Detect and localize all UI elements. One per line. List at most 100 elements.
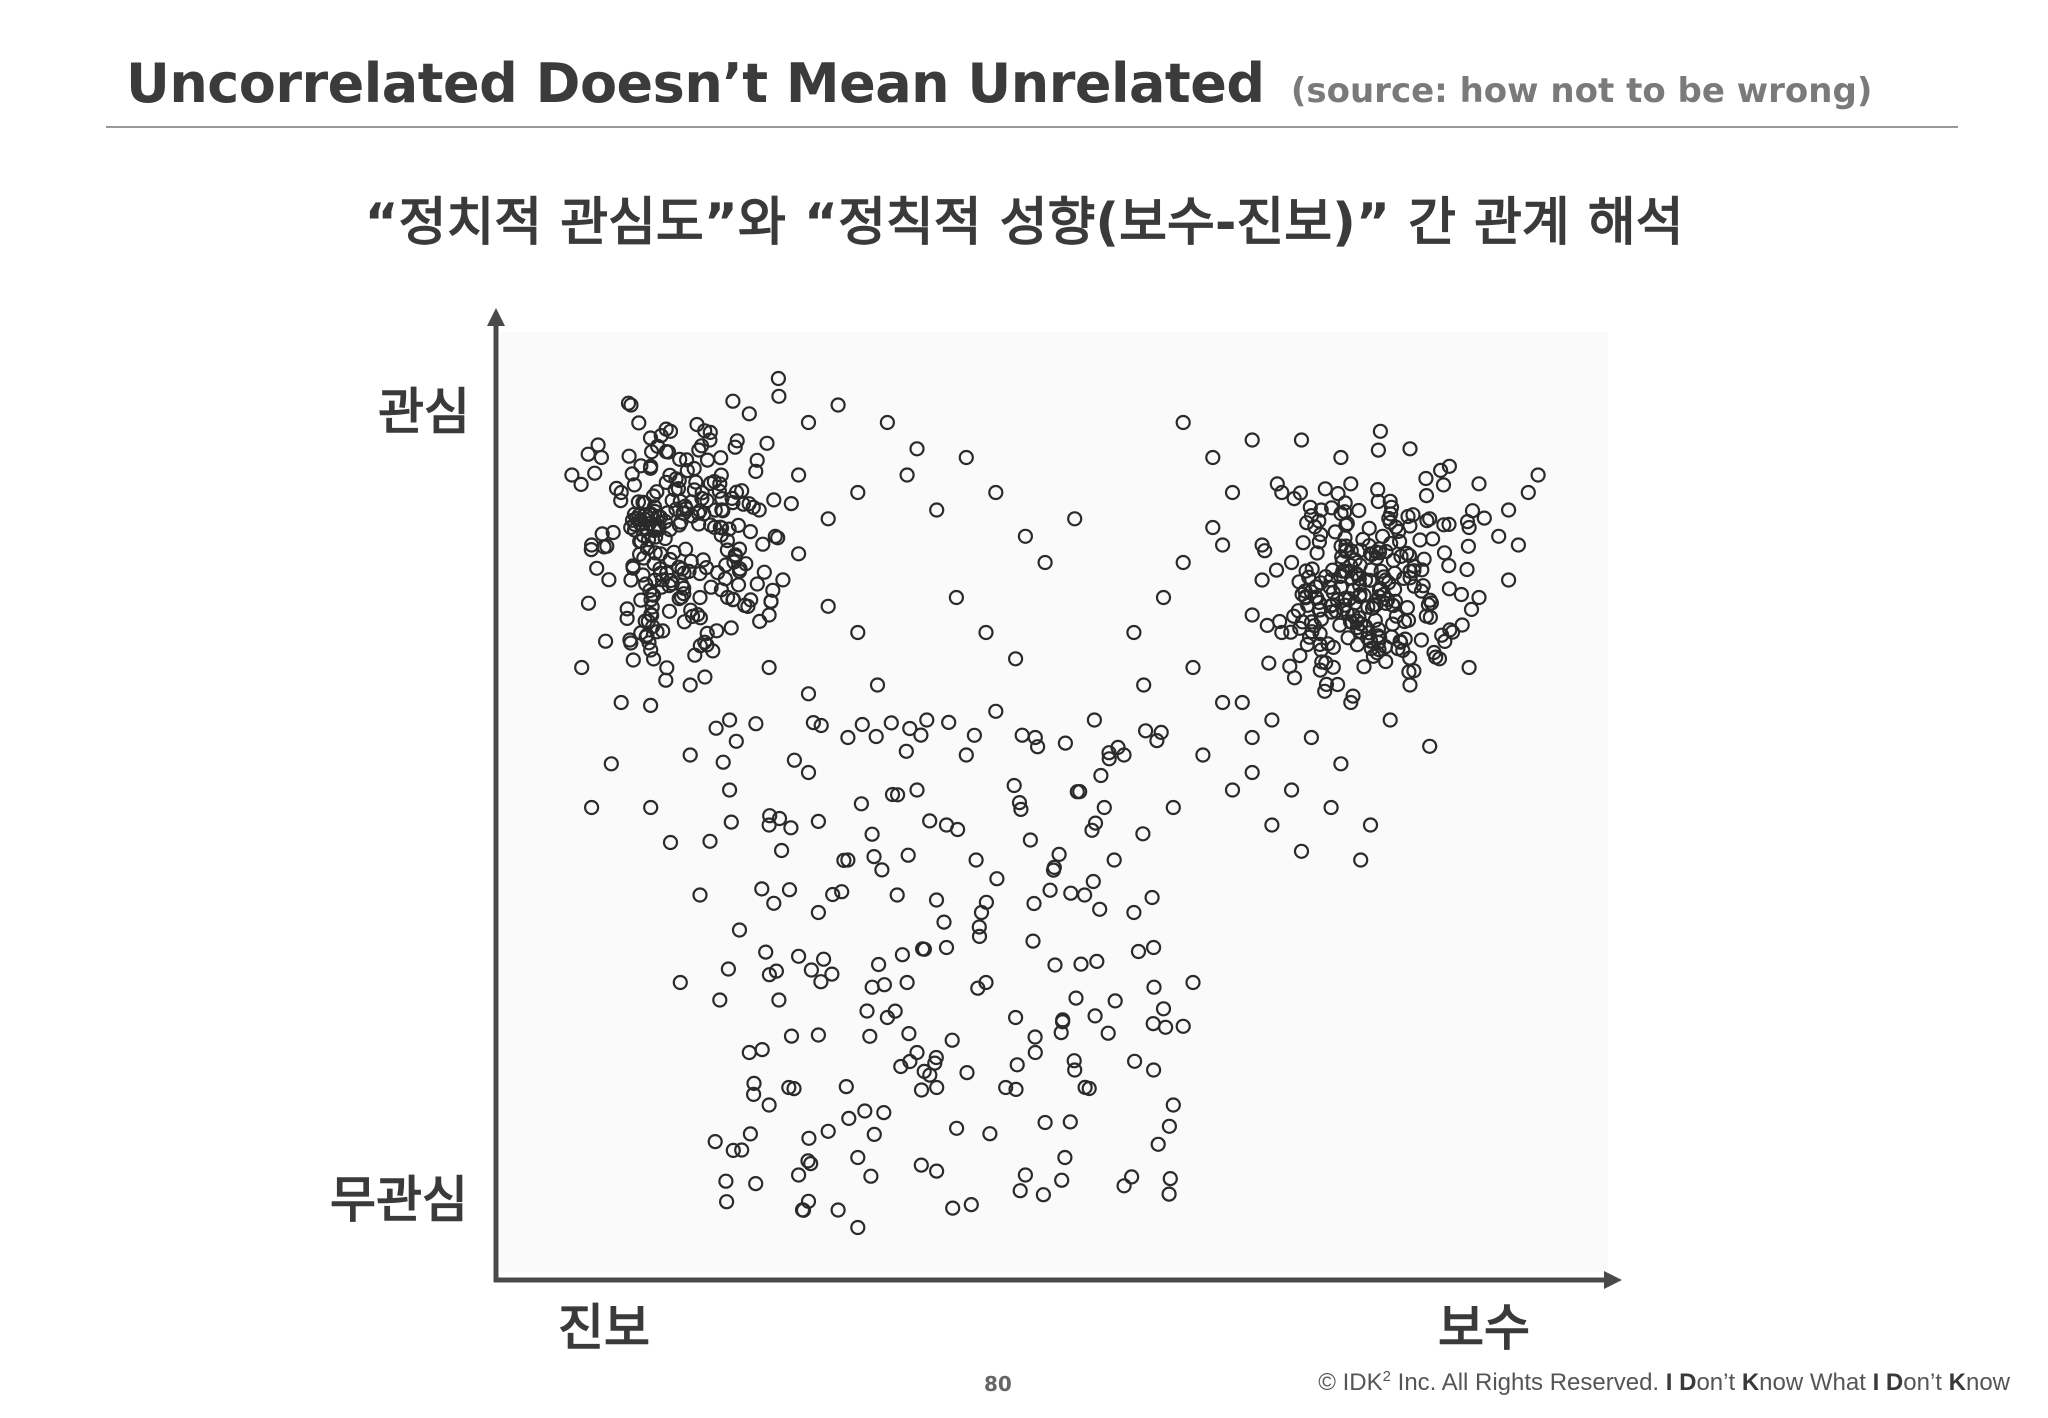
scatter-point xyxy=(1107,993,1123,1009)
tagline-segment: I xyxy=(1665,1369,1673,1396)
scatter-point xyxy=(1353,616,1369,632)
scatter-point xyxy=(1037,1114,1053,1131)
scatter-point xyxy=(1130,943,1147,960)
scatter-point xyxy=(662,521,678,538)
scatter-point xyxy=(1402,650,1418,666)
scatter-point xyxy=(800,764,817,781)
scatter-point xyxy=(1436,545,1453,561)
scatter-point xyxy=(1432,462,1449,478)
scatter-point xyxy=(864,979,880,995)
scatter-point xyxy=(1399,599,1416,616)
scatter-point xyxy=(597,633,614,649)
scatter-point xyxy=(748,463,764,479)
scatter-point xyxy=(713,450,729,466)
scatter-point xyxy=(1150,1136,1166,1152)
scatter-point xyxy=(922,1067,938,1083)
scatter-point xyxy=(686,460,702,477)
scatter-point xyxy=(1165,799,1181,816)
scatter-point xyxy=(699,452,716,468)
scatter-point xyxy=(643,642,659,658)
scatter-point xyxy=(803,962,820,978)
scatter-point xyxy=(721,712,738,728)
scatter-point xyxy=(1293,432,1310,448)
scatter-point xyxy=(695,552,711,568)
scatter-point xyxy=(754,881,770,897)
scatter-point xyxy=(928,892,945,908)
scatter-point xyxy=(697,634,713,650)
scatter-point xyxy=(1145,1015,1161,1032)
scatter-point xyxy=(686,482,703,498)
scatter-point xyxy=(679,463,695,479)
scatter-point xyxy=(692,887,708,903)
scatter-point xyxy=(820,1123,836,1139)
scatter-point xyxy=(1361,520,1377,536)
scatter-point xyxy=(1286,670,1303,686)
scatter-point xyxy=(642,697,659,714)
scatter-point xyxy=(1390,640,1406,657)
scatter-point xyxy=(691,442,707,458)
scatter-point xyxy=(674,577,690,593)
scatter-point xyxy=(1520,484,1536,501)
scatter-point xyxy=(1343,476,1359,492)
scatter-point xyxy=(1161,1118,1178,1134)
scatter-point xyxy=(1313,611,1330,627)
scatter-point xyxy=(1399,545,1415,562)
scatter-point xyxy=(658,672,674,688)
scatter-point xyxy=(734,483,750,499)
scatter-point xyxy=(1162,1170,1178,1187)
scatter-point xyxy=(1402,441,1418,457)
scatter-point xyxy=(702,424,718,440)
scatter-point xyxy=(800,414,817,431)
scatter-point xyxy=(1309,545,1325,561)
scatter-point xyxy=(959,1064,975,1081)
scatter-point xyxy=(682,677,698,693)
scatter-point xyxy=(971,928,988,945)
scatter-point xyxy=(664,492,680,509)
scatter-point xyxy=(1153,724,1169,741)
scatter-point xyxy=(1294,586,1310,602)
scatter-point xyxy=(720,961,737,977)
scatter-point xyxy=(982,1126,998,1142)
page-number: 80 xyxy=(984,1372,1012,1396)
scatter-point xyxy=(1013,801,1029,818)
scatter-point xyxy=(662,834,679,851)
scatter-point xyxy=(1022,832,1039,848)
scatter-point xyxy=(813,717,829,734)
scatter-point xyxy=(989,871,1005,887)
scatter-point xyxy=(608,480,625,496)
scatter-point xyxy=(697,669,713,685)
scatter-point xyxy=(1106,852,1122,868)
scatter-point xyxy=(998,1079,1014,1096)
scatter-point xyxy=(783,820,799,836)
scatter-point xyxy=(1422,511,1438,527)
scatter-point xyxy=(583,537,600,553)
x-axis-left-label: 진보 xyxy=(558,1299,650,1357)
scatter-point xyxy=(902,720,918,737)
scatter-point xyxy=(1374,528,1391,544)
scatter-point xyxy=(1384,616,1401,632)
scatter-point xyxy=(840,852,856,868)
scatter-point xyxy=(1087,1008,1103,1024)
scatter-point xyxy=(898,743,914,759)
scatter-point xyxy=(874,862,890,878)
scatter-point xyxy=(662,467,678,483)
scatter-point xyxy=(702,833,718,849)
scatter-point xyxy=(748,716,764,732)
tagline-segment: on’t xyxy=(1696,1369,1742,1396)
scatter-point xyxy=(741,1044,757,1061)
scatter-point xyxy=(889,787,906,803)
scatter-point xyxy=(1224,484,1241,501)
scatter-point xyxy=(936,914,952,930)
scatter-point xyxy=(619,601,635,617)
scatter-point xyxy=(699,637,715,653)
scatter-point xyxy=(1274,624,1290,641)
scatter-point xyxy=(1042,882,1058,898)
scatter-point xyxy=(1424,531,1441,547)
scatter-point xyxy=(781,882,798,898)
scatter-point xyxy=(825,886,841,903)
scatter-point xyxy=(783,496,799,512)
scatter-point xyxy=(1413,632,1430,648)
scatter-point xyxy=(1244,607,1260,623)
scatter-point xyxy=(820,598,836,614)
scatter-point xyxy=(759,435,775,451)
